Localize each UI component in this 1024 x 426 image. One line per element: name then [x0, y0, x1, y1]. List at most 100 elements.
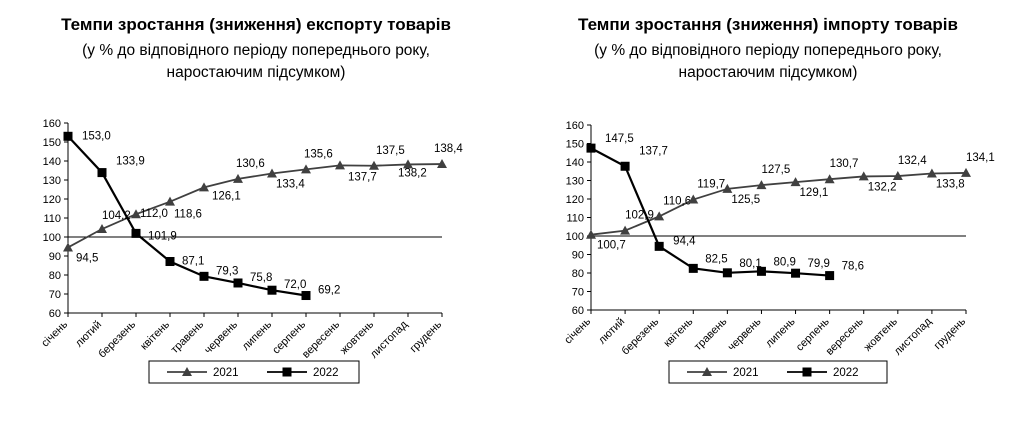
import-series-2021-point — [722, 183, 733, 193]
export-series-2021-data-label: 94,5 — [76, 252, 98, 264]
export-series-2021-data-label: 133,4 — [276, 179, 305, 191]
export-y-tick-label: 110 — [43, 213, 61, 225]
export-x-tick-label: січень — [39, 318, 70, 349]
import-series-2022-point — [688, 263, 698, 273]
import-series-2022-data-label: 147,5 — [605, 133, 634, 145]
export-series-2021-data-label: 137,5 — [376, 145, 405, 157]
export-legend-2022-marker — [282, 367, 292, 377]
import-x-tick-label: березень — [619, 315, 661, 357]
import-y-tick-label: 160 — [566, 120, 584, 132]
import-series-2022-point — [620, 161, 630, 171]
import-series-2022-data-label: 78,6 — [842, 261, 864, 273]
import-series-2021-point — [620, 225, 631, 235]
import-chart-subtitle: (у % до відповідного періоду попередньог… — [512, 40, 1024, 84]
export-series-2022-point — [233, 278, 243, 288]
import-y-tick-label: 120 — [566, 194, 584, 206]
export-series-2021-data-label: 118,6 — [174, 209, 202, 221]
export-series-2022-data-label: 69,2 — [318, 285, 340, 297]
export-legend: 2021 2022 — [148, 360, 360, 384]
export-series-2022-data-label: 75,8 — [250, 272, 272, 284]
export-y-tick-label: 80 — [49, 270, 61, 282]
export-series-2022-point — [165, 257, 175, 267]
export-y-tick-label: 90 — [49, 251, 61, 263]
import-x-tick-label: грудень — [932, 315, 969, 352]
import-x-tick-label: квітень — [661, 315, 695, 349]
import-series-2022-data-label: 82,5 — [705, 253, 727, 265]
import-series-2021-point — [586, 229, 596, 239]
export-series-2022-point — [63, 131, 73, 141]
export-series-2021-data-label: 130,6 — [236, 158, 265, 170]
import-y-tick-label: 80 — [572, 268, 584, 280]
export-legend-2021-marker — [182, 367, 192, 376]
import-series-2021-data-label: 134,1 — [966, 152, 995, 164]
export-x-tick-label: грудень — [408, 318, 445, 355]
import-x-tick-label: січень — [562, 315, 593, 346]
export-x-tick-label: червень — [202, 318, 240, 356]
export-legend-2021-label: 2021 — [213, 367, 239, 379]
import-x-tick-label: лютий — [596, 316, 627, 347]
export-y-tick-label: 160 — [43, 118, 61, 130]
export-series-2021-data-label: 137,7 — [348, 171, 377, 183]
import-x-tick-label: липень — [763, 315, 797, 349]
export-series-2022-point — [301, 291, 311, 301]
export-y-tick-label: 70 — [49, 289, 61, 301]
export-series-2021-point — [301, 164, 311, 174]
import-x-tick-label: травень — [692, 315, 730, 353]
import-series-2022-point — [722, 268, 732, 278]
export-x-tick-label: лютий — [73, 319, 104, 350]
import-series-2021-point — [961, 167, 971, 177]
import-series-2021-data-label: 119,7 — [697, 179, 725, 191]
import-y-tick-label: 90 — [572, 250, 584, 262]
import-series-2022-line — [590, 147, 830, 277]
import-y-tick-label: 140 — [566, 157, 584, 169]
export-series-2021-point — [233, 173, 243, 183]
export-series-2021-point — [97, 224, 107, 234]
import-series-2022-data-label: 94,4 — [673, 235, 696, 247]
import-series-2021-data-label: 133,8 — [936, 178, 965, 190]
export-series-2021-point — [267, 168, 277, 178]
export-series-2022-point — [97, 168, 107, 178]
export-series-2021-point — [63, 242, 73, 252]
export-series-2022-point — [199, 271, 209, 281]
import-series-2022-point — [586, 143, 596, 153]
import-legend-box — [668, 360, 888, 384]
export-x-tick-label: квітень — [138, 318, 172, 352]
export-series-2022-data-label: 101,9 — [148, 230, 177, 242]
export-series-2022-data-label: 72,0 — [284, 279, 306, 291]
export-series-2021-data-label: 135,6 — [304, 148, 333, 160]
export-legend-box — [148, 360, 360, 384]
import-legend-2022-label: 2022 — [833, 367, 859, 379]
export-x-tick-label: вересень — [300, 318, 342, 360]
import-chart-subtitle-line-1: (у % до відповідного періоду попередньог… — [594, 42, 942, 59]
import-series-2022-data-label: 79,9 — [808, 258, 830, 270]
import-series-2021-data-label: 129,1 — [800, 187, 829, 199]
export-series-2021-line — [67, 163, 443, 249]
export-y-tick-label: 140 — [43, 156, 61, 168]
import-y-tick-label: 110 — [566, 213, 584, 225]
import-series-2022-point — [654, 241, 664, 251]
export-chart-subtitle-line-2: наростаючим підсумком) — [166, 64, 346, 81]
export-series-2022-line — [67, 135, 307, 297]
import-series-2021-point — [790, 177, 801, 187]
import-series-2021-data-label: 127,5 — [761, 164, 790, 176]
export-series-2022-data-label: 133,9 — [116, 156, 145, 168]
export-series-2021-point — [369, 160, 379, 170]
import-x-tick-label: листопад — [892, 315, 935, 358]
export-y-tick-label: 120 — [43, 194, 61, 206]
export-series-2021-point — [199, 182, 209, 192]
import-y-tick-label: 60 — [572, 305, 584, 317]
export-series-2021-data-label: 138,2 — [398, 167, 427, 179]
import-series-2022-data-label: 80,1 — [739, 258, 761, 270]
import-series-2021-data-label: 102,9 — [625, 210, 654, 222]
export-chart-panel: Темпи зростання (зниження) експорту това… — [61, 15, 451, 81]
import-series-2021-data-label: 100,7 — [597, 240, 626, 252]
export-series-2022-data-label: 87,1 — [182, 256, 204, 268]
import-series-2022-point — [756, 266, 766, 276]
import-series-2021-line — [590, 172, 967, 236]
export-legend-2022-label: 2022 — [313, 367, 339, 379]
export-y-tick-label: 130 — [43, 175, 61, 187]
import-chart-subtitle-line-2: наростаючим підсумком) — [678, 64, 858, 81]
import-series-2021-data-label: 132,2 — [868, 181, 897, 193]
export-chart-title: Темпи зростання (зниження) експорту това… — [61, 15, 451, 34]
import-legend-2021-marker — [702, 367, 712, 376]
